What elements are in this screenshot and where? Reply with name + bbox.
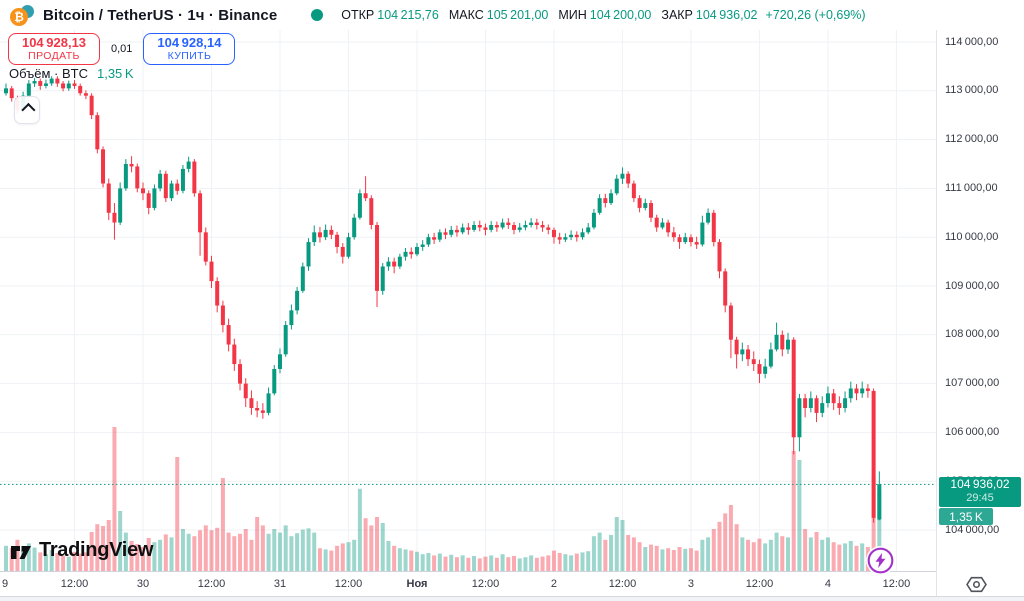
volume-legend-title: Объём · BTC — [9, 66, 88, 81]
btc-usdt-pair-icon: ₿ — [10, 4, 37, 26]
time-axis-label: 4 — [824, 578, 831, 590]
price-axis-label: 107 000,00 — [945, 377, 1000, 390]
sell-price: 104 928,13 — [21, 34, 87, 50]
ohlc-row: ОТКР 104 215,76 МАКС 105 201,00 МИН 104 … — [341, 8, 865, 22]
open-value: 104 215,76 — [377, 8, 439, 22]
time-axis-label: 12:00 — [471, 578, 500, 590]
volume-legend[interactable]: Объём · BTC 1,35 K — [9, 66, 134, 81]
trade-panel: 104 928,13 ПРОДАТЬ 0,01 104 928,14 КУПИТ… — [8, 33, 236, 65]
price-axis-label: 112 000,00 — [945, 133, 999, 146]
lightning-bolt-icon — [867, 547, 894, 574]
chevron-up-icon — [21, 102, 36, 118]
last-price-value: 104 936,02 — [950, 477, 1010, 492]
time-axis-label: Ноя — [406, 578, 428, 590]
time-axis-label: 12:00 — [334, 578, 363, 590]
price-axis-label: 109 000,00 — [945, 279, 1000, 292]
low-value: 104 200,00 — [589, 8, 652, 22]
close-label: ЗАКР — [661, 8, 693, 22]
change-value: +720,26 (+0,69%) — [765, 8, 866, 22]
market-status-dot[interactable] — [311, 9, 324, 21]
time-axis-label: 12:00 — [60, 578, 89, 590]
candles-layer — [4, 76, 882, 523]
time-axis-label: 12:00 — [608, 578, 637, 590]
time-axis-label: 12:00 — [197, 578, 226, 590]
grid-layer — [0, 30, 936, 571]
buy-label: КУПИТЬ — [167, 50, 212, 63]
last-volume-value: 1,35 K — [949, 509, 983, 524]
bitcoin-icon: ₿ — [10, 7, 28, 26]
settings-hexnut-icon — [966, 576, 987, 593]
collapse-legend-button[interactable] — [14, 96, 40, 124]
time-axis-label: 2 — [550, 578, 558, 590]
high-value: 105 201,00 — [486, 8, 549, 22]
last-price-badge[interactable]: 104 936,02 29:45 — [939, 476, 1021, 507]
price-axis-label: 106 000,00 — [945, 425, 1000, 438]
instant-trading-button[interactable] — [866, 546, 895, 575]
buy-button[interactable]: 104 928,14 КУПИТЬ — [143, 33, 236, 65]
last-volume-badge: 1,35 K — [939, 508, 993, 526]
time-axis-label: 3 — [687, 578, 695, 590]
time-axis-label: 12:00 — [745, 578, 774, 590]
time-axis-label: 9 — [2, 578, 9, 590]
price-axis-label: 108 000,00 — [945, 328, 1000, 341]
time-axis-label: 31 — [273, 578, 287, 590]
chart-header: ₿ Bitcoin / TetherUS · 1ч · Binance ОТКР… — [0, 0, 1024, 30]
open-label: ОТКР — [341, 8, 375, 22]
sell-label: ПРОДАТЬ — [28, 50, 80, 63]
time-axis[interactable]: 9 12:00 30 12:00 31 12:00 Ноя 12:00 2 12:00 3 12:00… — [0, 571, 1024, 596]
time-axis-label: 30 — [136, 578, 150, 590]
symbol-title[interactable]: Bitcoin / TetherUS · 1ч · Binance — [43, 6, 278, 24]
sell-button[interactable]: 104 928,13 ПРОДАТЬ — [8, 33, 100, 65]
time-axis-label: 12:00 — [882, 578, 911, 590]
price-axis-label: 113 000,00 — [945, 84, 999, 97]
tradingview-logo[interactable]: TradingView — [10, 539, 153, 562]
bar-countdown: 29:45 — [966, 492, 994, 505]
price-axis-label: 111 000,00 — [945, 181, 998, 194]
high-label: МАКС — [448, 8, 484, 22]
price-axis-label: 114 000,00 — [945, 35, 999, 48]
window-bottom-edge — [0, 596, 1024, 601]
volume-legend-value: 1,35 K — [96, 66, 134, 81]
low-label: МИН — [558, 8, 587, 22]
tradingview-logo-text: TradingView — [39, 539, 154, 561]
price-axis-label: 104 000,00 — [945, 523, 1000, 536]
close-value: 104 936,02 — [695, 8, 758, 22]
buy-price: 104 928,14 — [157, 34, 222, 50]
spread-value: 0,01 — [111, 43, 133, 55]
price-axis-label: 110 000,00 — [945, 230, 999, 243]
axis-settings-button[interactable] — [966, 576, 987, 598]
tradingview-mark-icon — [11, 545, 31, 559]
